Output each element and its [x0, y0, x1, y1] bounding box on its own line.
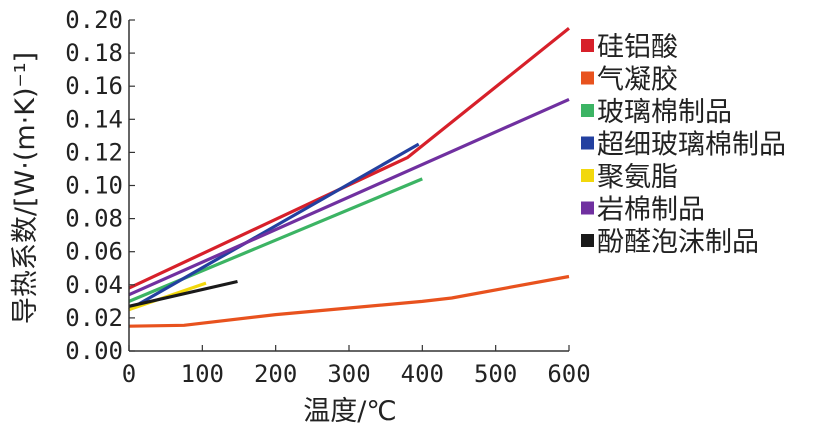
y-tick-label: 0.10 — [65, 172, 123, 200]
legend-label: 酚醛泡沫制品 — [597, 227, 759, 258]
y-tick-label: 0.18 — [65, 39, 123, 67]
series-line — [128, 142, 420, 311]
legend-label: 硅铝酸 — [597, 32, 678, 63]
y-tick-label: 0.04 — [65, 271, 123, 299]
series-line — [128, 27, 570, 290]
axes: 0.00 0.02 0.04 0.06 0.08 0.10 0.12 0.14 0.16 0.18… — [65, 6, 590, 388]
x-axis-title: 温度/℃ — [303, 396, 396, 427]
x-tick-label: 200 — [254, 360, 297, 388]
y-tick-label: 0.20 — [65, 6, 123, 34]
x-tick-label: 600 — [547, 360, 590, 388]
legend-swatch — [581, 169, 594, 182]
legend-label: 超细玻璃棉制品 — [597, 130, 786, 161]
plot-area — [128, 27, 570, 328]
legend-swatch — [581, 136, 594, 150]
series-line — [128, 279, 238, 308]
y-tick-label: 0.02 — [65, 304, 123, 332]
legend-swatch — [581, 71, 594, 85]
legend-label: 气凝胶 — [597, 65, 678, 96]
legend-swatch — [581, 104, 594, 117]
legend-label: 岩棉制品 — [597, 195, 705, 226]
legend-swatch — [581, 39, 594, 52]
x-tick-label: 500 — [474, 360, 517, 388]
x-tick-label: 300 — [327, 360, 370, 388]
y-tick-label: 0.08 — [65, 205, 123, 233]
y-tick-label: 0.00 — [65, 337, 123, 365]
series-line — [128, 274, 570, 328]
legend-label: 玻璃棉制品 — [597, 97, 732, 128]
y-tick-label: 0.12 — [65, 138, 123, 166]
x-tick-label: 400 — [401, 360, 444, 388]
legend-swatch — [581, 234, 594, 247]
x-tick-label: 0 — [122, 360, 136, 388]
y-tick-label: 0.14 — [65, 105, 123, 133]
y-axis-title: 导热系数/[W·(m·K)⁻¹] — [10, 52, 41, 324]
series-line — [128, 97, 570, 297]
legend-label: 聚氨脂 — [597, 162, 678, 193]
y-tick-label: 0.16 — [65, 72, 123, 100]
legend-swatch — [581, 201, 594, 215]
y-tick-label: 0.06 — [65, 238, 123, 266]
x-tick-label: 100 — [181, 360, 224, 388]
